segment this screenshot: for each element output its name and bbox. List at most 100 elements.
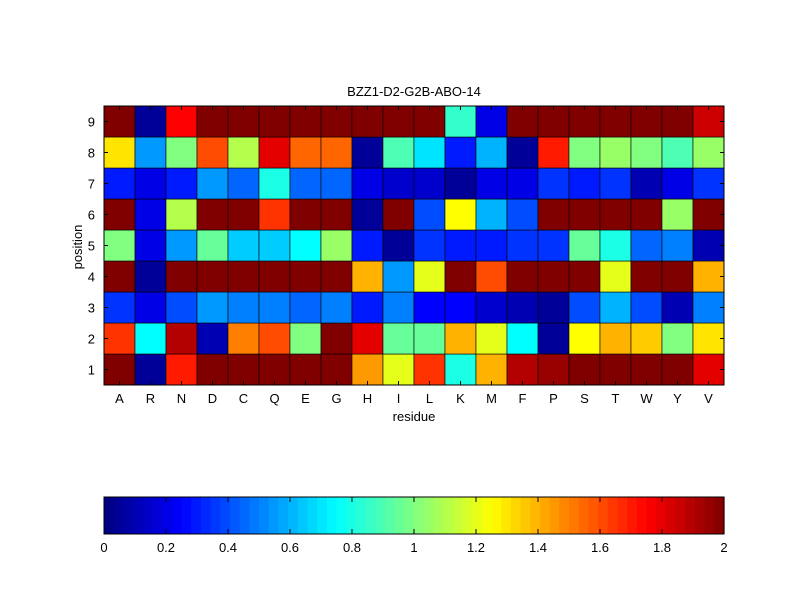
heatmap-cell-L-1 [413,353,446,386]
heatmap-cell-C-4 [227,260,260,293]
heatmap-cell-W-8 [630,136,663,169]
heatmap-cell-T-8 [599,136,632,169]
heatmap-cell-W-5 [630,229,663,262]
heatmap-cell-M-7 [475,167,508,200]
heatmap-cell-A-6 [103,198,136,231]
heatmap-cell-H-2 [351,322,384,355]
colorbar-swatch [200,497,212,534]
heatmap-cell-F-4 [506,260,539,293]
x-tick-label: G [331,391,341,406]
colorbar-swatch [549,497,560,534]
colorbar-swatch [259,497,270,534]
colorbar-swatch [123,497,134,534]
heatmap-cell-A-9 [103,105,136,138]
colorbar-swatch [181,497,192,534]
colorbar-tick-label: 1.6 [591,540,609,555]
x-tick-label: V [704,391,713,406]
heatmap-cell-V-3 [692,291,725,324]
heatmap-cell-E-5 [289,229,322,262]
heatmap-cell-D-6 [196,198,229,231]
heatmap-cell-I-6 [382,198,415,231]
heatmap-cell-I-3 [382,291,415,324]
heatmap-cell-H-4 [351,260,384,293]
heatmap-cell-M-3 [475,291,508,324]
heatmap-cell-E-7 [289,167,322,200]
colorbar-tick-label: 0 [100,540,107,555]
heatmap-cell-F-2 [506,322,539,355]
colorbar-tick-label: 0.2 [157,540,175,555]
x-tick-label: R [146,391,155,406]
heatmap-cell-H-9 [351,105,384,138]
heatmap-cell-P-2 [537,322,570,355]
heatmap-cell-G-9 [320,105,353,138]
heatmap-cell-F-9 [506,105,539,138]
heatmap-cell-L-4 [413,260,446,293]
colorbar-swatch [288,497,299,534]
heatmap-cell-A-5 [103,229,136,262]
heatmap-cell-I-8 [382,136,415,169]
colorbar-swatch [317,497,328,534]
heatmap-cell-G-7 [320,167,353,200]
heatmap-cell-P-8 [537,136,570,169]
heatmap-cell-D-8 [196,136,229,169]
heatmap-cell-T-4 [599,260,632,293]
colorbar-swatch [414,497,425,534]
heatmap-cell-E-3 [289,291,322,324]
heatmap-cell-R-5 [134,229,167,262]
colorbar-swatch [452,497,464,534]
heatmap-cell-I-5 [382,229,415,262]
heatmap-cell-M-8 [475,136,508,169]
colorbar-swatch [433,497,444,534]
heatmap-cell-G-1 [320,353,353,386]
colorbar-swatch [113,497,124,534]
x-tick-label: S [580,391,589,406]
heatmap-cell-V-2 [692,322,725,355]
heatmap-cell-W-4 [630,260,663,293]
y-tick-label: 7 [88,177,95,192]
colorbar-swatch [646,497,657,534]
colorbar-swatch [278,497,289,534]
colorbar-swatch [491,497,502,534]
x-tick-label: D [208,391,217,406]
heatmap-cell-V-7 [692,167,725,200]
heatmap-cell-R-8 [134,136,167,169]
heatmap-cell-M-4 [475,260,508,293]
heatmap-cell-H-5 [351,229,384,262]
heatmap-cell-G-6 [320,198,353,231]
heatmap-cell-Q-4 [258,260,291,293]
heatmap-cell-K-2 [444,322,477,355]
heatmap-cell-T-1 [599,353,632,386]
heatmap-cell-I-9 [382,105,415,138]
heatmap-cell-R-3 [134,291,167,324]
colorbar-swatch [394,497,405,534]
heatmap-cell-K-1 [444,353,477,386]
heatmap-cell-N-7 [165,167,198,200]
colorbar-swatch [588,497,599,534]
heatmap-cell-D-4 [196,260,229,293]
heatmap-cell-F-3 [506,291,539,324]
y-tick-label: 3 [88,301,95,316]
heatmap-cell-V-1 [692,353,725,386]
colorbar-swatch [268,497,279,534]
heatmap-cell-K-9 [444,105,477,138]
heatmap-cell-H-1 [351,353,384,386]
heatmap-cell-Y-1 [661,353,694,386]
heatmap-cell-S-7 [568,167,601,200]
heatmap-cell-N-1 [165,353,198,386]
colorbar-swatch [249,497,260,534]
colorbar [104,497,725,534]
heatmap-cell-D-1 [196,353,229,386]
heatmap-cell-Y-4 [661,260,694,293]
heatmap-cell-P-1 [537,353,570,386]
heatmap-cell-E-6 [289,198,322,231]
colorbar-swatch [142,497,154,534]
colorbar-swatch [443,497,454,534]
heatmap-cell-E-8 [289,136,322,169]
heatmap-cell-P-3 [537,291,570,324]
heatmap-cell-M-1 [475,353,508,386]
heatmap-cell-V-8 [692,136,725,169]
heatmap-cell-H-7 [351,167,384,200]
colorbar-swatch [239,497,250,534]
heatmap-cell-L-2 [413,322,446,355]
heatmap-cell-Q-5 [258,229,291,262]
